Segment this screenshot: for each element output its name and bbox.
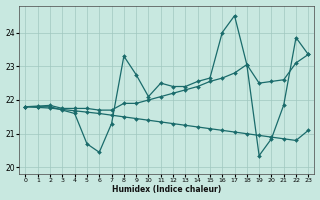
X-axis label: Humidex (Indice chaleur): Humidex (Indice chaleur) (112, 185, 221, 194)
